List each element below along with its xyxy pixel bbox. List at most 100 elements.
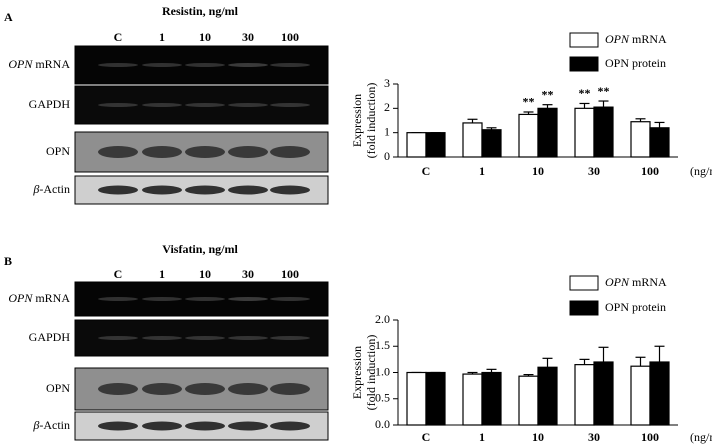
- blot-label: OPN mRNA: [8, 291, 70, 305]
- significance: **: [598, 84, 610, 98]
- blot-band: [185, 383, 225, 395]
- blot-band: [185, 63, 225, 67]
- lane-label: 100: [281, 30, 299, 44]
- blot-band: [98, 185, 138, 195]
- blot-band: [98, 297, 138, 301]
- bar: [406, 132, 427, 158]
- blot-band: [185, 336, 225, 340]
- x-tick-label: 30: [588, 164, 600, 178]
- bar: [593, 361, 614, 426]
- y-axis-label: (fold induction): [364, 83, 378, 159]
- blot-band: [98, 421, 138, 431]
- legend-label: OPN protein: [605, 56, 666, 70]
- blot-band: [142, 63, 182, 67]
- y-tick-label: 0.0: [375, 417, 390, 431]
- significance: **: [542, 87, 554, 101]
- x-tick-label: 1: [479, 430, 485, 444]
- blot-band: [98, 146, 138, 158]
- y-tick-label: 2: [384, 100, 390, 114]
- panel-letter: A: [4, 10, 13, 24]
- y-axis-label: Expression: [350, 94, 364, 147]
- y-axis-label: Expression: [350, 346, 364, 399]
- bar: [425, 371, 446, 426]
- bar: [574, 107, 595, 158]
- x-tick-label: 1: [479, 164, 485, 178]
- blot-band: [228, 63, 268, 67]
- significance: **: [523, 95, 535, 109]
- bar: [425, 132, 446, 158]
- blot-label: OPN: [46, 381, 70, 395]
- y-tick-label: 0.5: [375, 391, 390, 405]
- blot-band: [270, 103, 310, 107]
- blot-band: [185, 185, 225, 195]
- blot-label: β-Actin: [32, 182, 70, 196]
- blot-label: OPN: [46, 144, 70, 158]
- blot-band: [142, 146, 182, 158]
- legend-swatch: [569, 56, 599, 72]
- lane-label: 30: [242, 30, 254, 44]
- y-tick-label: 1.0: [375, 364, 390, 378]
- blot-band: [228, 297, 268, 301]
- blot-band: [228, 421, 268, 431]
- legend-swatch: [569, 32, 599, 48]
- x-unit: (ng/ml): [690, 164, 712, 178]
- lane-label: 100: [281, 267, 299, 281]
- bar: [630, 121, 651, 158]
- bar: [649, 127, 670, 158]
- blot-band: [270, 421, 310, 431]
- bar: [518, 375, 539, 426]
- blot-band: [142, 297, 182, 301]
- y-tick-label: 0: [384, 149, 390, 163]
- blot-band: [228, 103, 268, 107]
- blot-label: β-Actin: [32, 418, 70, 432]
- bar: [537, 366, 558, 426]
- bar: [630, 365, 651, 426]
- bar: [518, 113, 539, 158]
- y-tick-label: 2.0: [375, 312, 390, 326]
- blot-band: [142, 185, 182, 195]
- x-tick-label: 100: [641, 430, 659, 444]
- bar: [462, 373, 483, 426]
- blot-band: [142, 103, 182, 107]
- blot-band: [98, 103, 138, 107]
- blot-band: [142, 421, 182, 431]
- bar: [593, 106, 614, 158]
- lane-label: 10: [199, 30, 211, 44]
- x-tick-label: 10: [532, 164, 544, 178]
- lane-label: 30: [242, 267, 254, 281]
- panel-letter: B: [4, 254, 12, 268]
- blot-band: [270, 297, 310, 301]
- lane-label: C: [114, 30, 123, 44]
- blot-band: [142, 336, 182, 340]
- bar: [574, 364, 595, 426]
- x-tick-label: 10: [532, 430, 544, 444]
- blot-band: [228, 185, 268, 195]
- blot-band: [185, 297, 225, 301]
- significance: **: [579, 86, 591, 100]
- y-tick-label: 1.5: [375, 338, 390, 352]
- blot-band: [185, 103, 225, 107]
- y-axis-label: (fold induction): [364, 335, 378, 411]
- lane-label: 1: [159, 30, 165, 44]
- x-tick-label: C: [422, 164, 431, 178]
- blot-band: [228, 146, 268, 158]
- bar: [481, 129, 502, 158]
- bar: [649, 361, 670, 426]
- blot-band: [142, 383, 182, 395]
- blot-band: [270, 63, 310, 67]
- x-tick-label: C: [422, 430, 431, 444]
- blot-band: [270, 146, 310, 158]
- legend-swatch: [569, 300, 599, 316]
- blot-band: [228, 336, 268, 340]
- blot-label: GAPDH: [29, 330, 71, 344]
- blot-band: [98, 63, 138, 67]
- bar: [481, 371, 502, 426]
- blot-band: [228, 383, 268, 395]
- legend-label: OPN protein: [605, 300, 666, 314]
- panel-title: Resistin, ng/ml: [162, 4, 239, 18]
- blot-band: [185, 421, 225, 431]
- y-tick-label: 3: [384, 76, 390, 90]
- blot-band: [98, 383, 138, 395]
- lane-label: C: [114, 267, 123, 281]
